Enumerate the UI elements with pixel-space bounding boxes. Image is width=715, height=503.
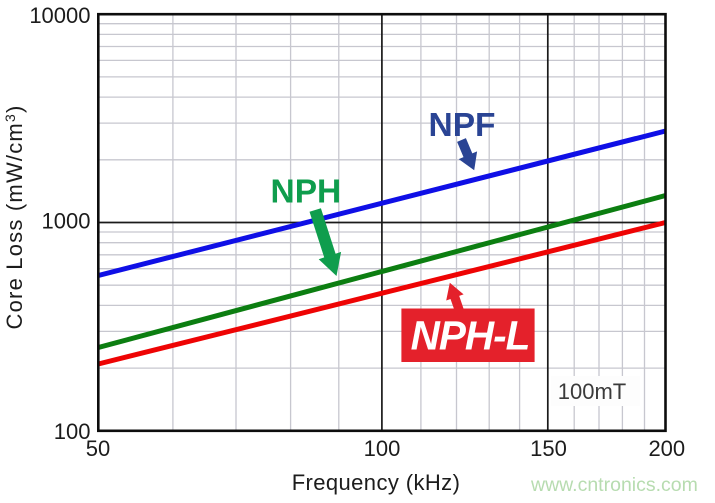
svg-text:100: 100 xyxy=(364,436,401,461)
svg-text:NPF: NPF xyxy=(429,107,496,144)
svg-text:Frequency (kHz): Frequency (kHz) xyxy=(292,470,461,495)
svg-text:Core Loss (mW/cm3): Core Loss (mW/cm3) xyxy=(2,105,27,330)
svg-text:NPH-L: NPH-L xyxy=(411,312,530,358)
svg-text:100: 100 xyxy=(54,419,91,444)
svg-text:100mT: 100mT xyxy=(558,379,626,404)
svg-text:50: 50 xyxy=(86,436,110,461)
svg-text:NPH: NPH xyxy=(271,174,342,211)
svg-text:10000: 10000 xyxy=(29,3,90,28)
svg-text:1000: 1000 xyxy=(42,209,91,234)
svg-text:www.cntronics.com: www.cntronics.com xyxy=(530,474,698,496)
svg-text:200: 200 xyxy=(648,436,685,461)
svg-text:150: 150 xyxy=(530,436,567,461)
